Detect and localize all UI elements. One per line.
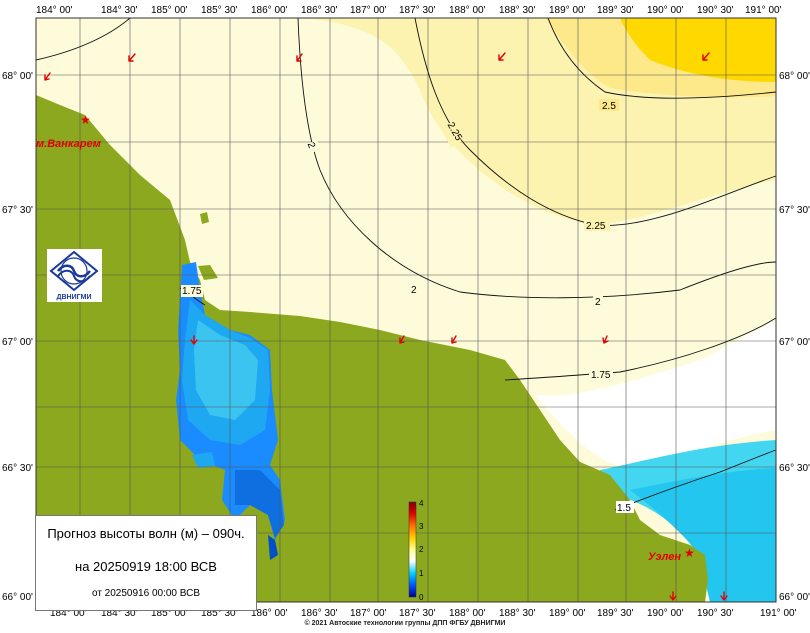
contour-label: 2.25 xyxy=(586,221,606,232)
lon-tick: 186° 00' xyxy=(251,5,288,16)
lon-tick: 187° 00' xyxy=(350,608,387,619)
colorbar-tick: 1 xyxy=(419,569,424,578)
lat-tick: 67° 00' xyxy=(779,337,810,348)
lon-tick: 185° 30' xyxy=(201,5,238,16)
lon-tick: 189° 30' xyxy=(597,5,634,16)
contour-label: 2 xyxy=(595,297,601,308)
lon-tick: 188° 00' xyxy=(449,5,486,16)
lon-tick: 189° 00' xyxy=(549,5,586,16)
logo-text: ДВНИГМИ xyxy=(57,294,92,301)
lon-tick: 187° 00' xyxy=(350,5,387,16)
contour-label: 2 xyxy=(305,141,317,150)
forecast-title: Прогноз высоты волн (м) – 090ч. xyxy=(47,526,245,541)
lon-tick: 184° 30' xyxy=(101,608,138,619)
lon-tick: 187° 30' xyxy=(399,5,436,16)
lon-tick: 186° 00' xyxy=(251,608,288,619)
colorbar-tick: 2 xyxy=(419,545,424,554)
lon-tick: 188° 30' xyxy=(499,608,536,619)
contour-label: 1.75 xyxy=(182,286,202,297)
lat-tick: 67° 30' xyxy=(2,205,33,216)
forecast-info-panel: Прогноз высоты волн (м) – 090ч. на 20250… xyxy=(35,515,257,611)
lon-tick: 184° 00' xyxy=(36,5,73,16)
lat-tick: 67° 00' xyxy=(2,337,33,348)
wave-contours xyxy=(35,17,777,511)
colorbar-gradient xyxy=(408,501,417,598)
contour-label: 1.5 xyxy=(617,503,631,514)
lon-tick: 186° 30' xyxy=(301,608,338,619)
lon-tick: 185° 30' xyxy=(201,608,238,619)
lon-tick: 186° 30' xyxy=(301,5,338,16)
lon-tick: 189° 00' xyxy=(549,608,586,619)
colorbar: 0 1 2 3 4 xyxy=(408,499,424,602)
place-label-vankarem: м.Ванкарем xyxy=(36,138,101,150)
contour-label: 2.5 xyxy=(602,101,616,112)
lon-tick: 188° 00' xyxy=(449,608,486,619)
land-chukotka xyxy=(36,95,708,602)
lon-tick: 185° 00' xyxy=(151,5,188,16)
lat-tick: 66° 00' xyxy=(779,592,810,603)
lon-tick: 184° 00' xyxy=(50,608,87,619)
lon-tick: 190° 00' xyxy=(647,608,684,619)
wave-direction-arrows xyxy=(44,52,728,601)
lon-ticks-top: 184° 00' 184° 30' 185° 00' 185° 30' 186°… xyxy=(36,5,782,16)
star-icon: ★ xyxy=(80,113,91,127)
map-frame xyxy=(35,17,777,603)
lon-tick: 190° 30' xyxy=(697,5,734,16)
lon-tick: 190° 00' xyxy=(647,5,684,16)
lat-tick: 66° 00' xyxy=(2,592,33,603)
wave-zone-3 xyxy=(620,18,776,82)
lat-ticks-right: 68° 00' 67° 30' 67° 00' 66° 30' 66° 00' xyxy=(779,71,810,603)
place-markers: ★ м.Ванкарем ★ Уэлен xyxy=(36,113,695,563)
lat-tick: 68° 00' xyxy=(2,71,33,82)
forecast-valid-time: на 20250919 18:00 ВСВ xyxy=(75,559,217,574)
lat-tick: 68° 00' xyxy=(779,71,810,82)
lon-tick: 188° 30' xyxy=(499,5,536,16)
colorbar-tick: 4 xyxy=(419,499,424,508)
lon-tick: 187° 30' xyxy=(399,608,436,619)
place-label-uelen: Уэлен xyxy=(648,551,681,563)
copyright: © 2021 Автоские технологии группы ДПП ФГ… xyxy=(304,620,506,627)
lat-tick: 66° 30' xyxy=(2,463,33,474)
lon-tick: 184° 30' xyxy=(101,5,138,16)
lon-ticks-bottom: 184° 00' 184° 30' 185° 00' 185° 30' 186°… xyxy=(50,608,797,619)
colorbar-tick: 3 xyxy=(419,522,424,531)
island xyxy=(200,212,209,224)
lon-tick: 189° 30' xyxy=(597,608,634,619)
lon-tick: 185° 00' xyxy=(151,608,188,619)
lon-tick: 190° 30' xyxy=(697,608,734,619)
wave-zone-white xyxy=(535,320,776,470)
forecast-run-time: от 20250916 00:00 ВСВ xyxy=(91,588,200,599)
star-icon: ★ xyxy=(684,546,695,560)
lon-tick: 191° 00' xyxy=(760,608,797,619)
lat-ticks-left: 68° 00' 67° 30' 67° 00' 66° 30' 66° 00' xyxy=(2,71,33,603)
dvnigmi-logo: ДВНИГМИ xyxy=(47,249,102,302)
contour-label: 1.75 xyxy=(591,370,611,381)
colorbar-tick: 0 xyxy=(419,593,424,602)
lon-tick: 191° 00' xyxy=(745,5,782,16)
lat-tick: 66° 30' xyxy=(779,463,810,474)
wave-zone-cyan-2 xyxy=(630,468,776,602)
contour-label: 2 xyxy=(411,285,417,296)
lat-tick: 67° 30' xyxy=(779,205,810,216)
